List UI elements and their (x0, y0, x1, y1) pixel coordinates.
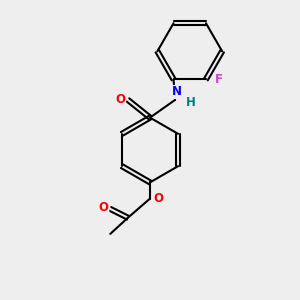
Text: O: O (116, 93, 126, 106)
Text: O: O (99, 201, 109, 214)
Text: F: F (215, 73, 223, 86)
Text: N: N (172, 85, 182, 98)
Text: O: O (154, 192, 164, 205)
Text: H: H (186, 96, 196, 110)
